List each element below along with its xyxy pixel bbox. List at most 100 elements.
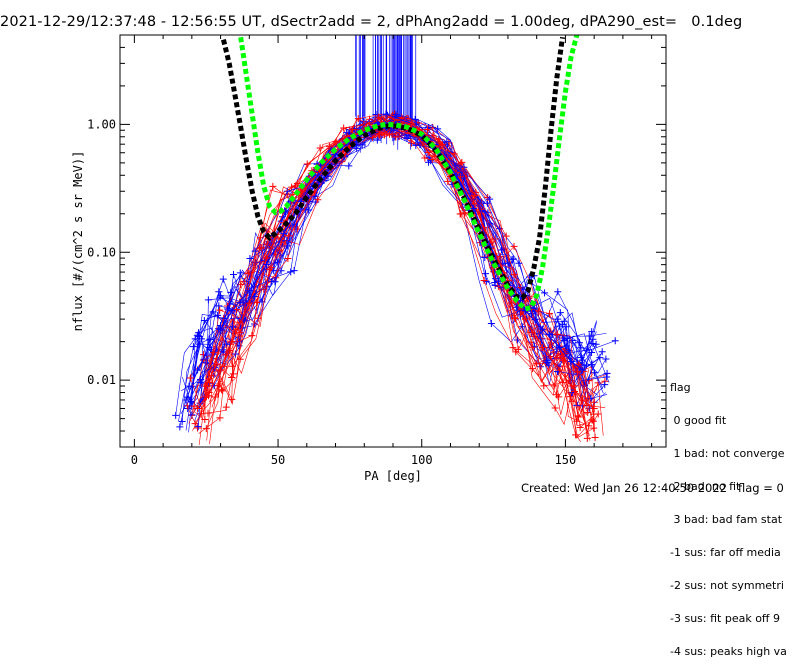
data-point (269, 182, 277, 190)
data-point (195, 332, 203, 340)
data-point (245, 287, 253, 295)
pa-distribution-line (211, 118, 596, 408)
data-point (257, 244, 265, 252)
data-point (602, 355, 610, 363)
data-point (228, 374, 236, 382)
data-point (345, 162, 353, 170)
data-point (248, 332, 256, 340)
data-point (194, 329, 202, 337)
data-point (450, 150, 458, 158)
data-point (245, 299, 253, 307)
data-point (509, 344, 517, 352)
data-point (421, 154, 429, 162)
data-point (521, 315, 529, 323)
data-point (412, 141, 420, 149)
data-point (214, 311, 222, 319)
data-point (204, 409, 212, 417)
data-point (587, 394, 595, 402)
chart-title: 2021-12-29/12:37:48 - 12:56:55 UT, dSect… (0, 14, 743, 30)
data-point (510, 242, 518, 250)
x-tick-label: 0 (131, 453, 138, 467)
data-point (567, 382, 575, 390)
data-point (538, 325, 546, 333)
data-point (219, 275, 227, 283)
data-point (559, 379, 567, 387)
x-tick-label: 100 (411, 453, 433, 467)
data-point (538, 343, 546, 351)
data-point (480, 276, 488, 284)
data-point (491, 278, 499, 286)
data-point (285, 232, 293, 240)
data-point (191, 335, 199, 343)
data-point (456, 210, 464, 218)
data-point (497, 246, 505, 254)
pa-distribution-line (206, 113, 598, 429)
data-point (563, 335, 571, 343)
data-point (469, 204, 477, 212)
data-point (556, 322, 564, 330)
flag-legend: flag 0 good fit 1 bad: not converge 2 ba… (670, 360, 787, 668)
data-point (591, 433, 599, 441)
data-point (381, 131, 389, 139)
data-point (598, 348, 606, 356)
data-point (280, 230, 288, 238)
data-point (590, 424, 598, 432)
data-point (444, 177, 452, 185)
data-point (529, 365, 537, 373)
data-point (590, 369, 598, 377)
y-tick-label: 0.10 (87, 245, 116, 259)
data-point (343, 129, 351, 137)
data-point (196, 379, 204, 387)
data-point (186, 374, 194, 382)
data-point (200, 316, 208, 324)
data-point (611, 337, 619, 345)
data-point (263, 261, 271, 269)
data-point (251, 247, 259, 255)
data-point (284, 242, 292, 250)
data-point (205, 343, 213, 351)
data-point (217, 366, 225, 374)
data-point (229, 270, 237, 278)
data-point (438, 140, 446, 148)
data-point (354, 115, 362, 123)
data-point (191, 420, 199, 428)
data-point (583, 434, 591, 442)
data-point (201, 415, 209, 423)
data-point (554, 288, 562, 296)
pa-distribution-line (209, 126, 606, 445)
data-point (228, 307, 236, 315)
legend-item: 0 good fit (670, 414, 727, 427)
data-point (553, 330, 561, 338)
data-point (206, 335, 214, 343)
data-point (314, 196, 322, 204)
data-point (297, 191, 305, 199)
data-point (563, 342, 571, 350)
data-point (194, 405, 202, 413)
data-point (550, 382, 558, 390)
data-point (511, 315, 519, 323)
data-point (178, 417, 186, 425)
data-point (568, 397, 576, 405)
data-point (182, 396, 190, 404)
data-point (541, 289, 549, 297)
data-point (495, 277, 503, 285)
x-tick-label: 150 (555, 453, 577, 467)
data-point (231, 350, 239, 358)
data-point (388, 130, 396, 138)
data-point (284, 255, 292, 263)
data-point (217, 325, 225, 333)
data-point (590, 398, 598, 406)
data-point (194, 366, 202, 374)
data-point (216, 414, 224, 422)
data-point (567, 357, 575, 365)
data-point (187, 398, 195, 406)
pa-distribution-line (206, 126, 606, 409)
created-footer: Created: Wed Jan 26 12:40:50 2022 flag =… (521, 481, 784, 495)
data-point (189, 343, 197, 351)
data-point (325, 142, 333, 150)
data-point (194, 423, 202, 431)
data-point (590, 405, 598, 413)
pa-distribution-line (188, 123, 594, 439)
data-point (277, 267, 285, 275)
data-point (568, 337, 576, 345)
